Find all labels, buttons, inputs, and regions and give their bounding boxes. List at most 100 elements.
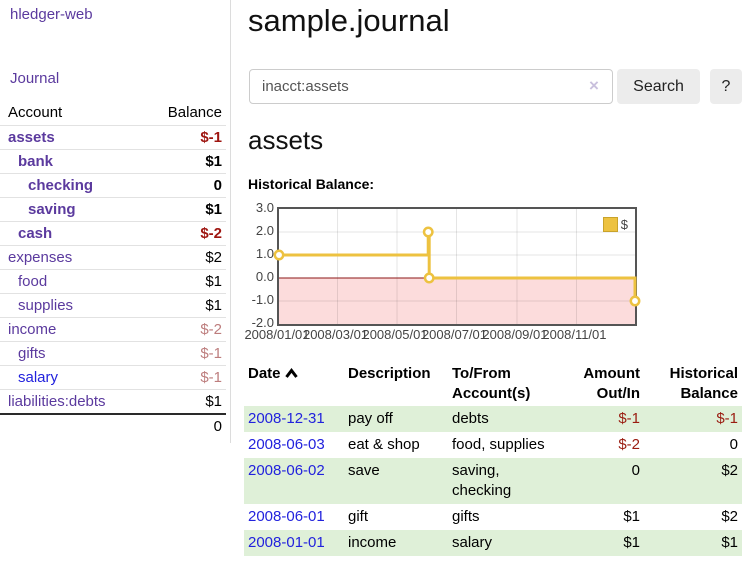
account-balance: $1 bbox=[205, 297, 222, 314]
transaction-amount: $1 bbox=[623, 534, 640, 551]
transaction-accounts: food, supplies bbox=[452, 436, 545, 453]
account-balance: $2 bbox=[205, 249, 222, 266]
description-column-header: Description bbox=[348, 365, 431, 382]
search-input[interactable] bbox=[249, 69, 613, 104]
account-row: bank $1 bbox=[0, 149, 226, 174]
chart-legend: $ bbox=[602, 217, 628, 232]
sidebar-account-link[interactable]: gifts bbox=[18, 345, 46, 362]
sidebar-account-link[interactable]: income bbox=[8, 321, 57, 338]
transaction-amount: $-2 bbox=[618, 436, 640, 453]
transaction-row[interactable]: 2008-06-03 eat & shop food, supplies $-2 0 bbox=[244, 432, 742, 458]
dollar-series-swatch-icon bbox=[602, 217, 618, 232]
transaction-date-link[interactable]: 2008-01-01 bbox=[248, 534, 325, 551]
sidebar-account-link[interactable]: food bbox=[18, 273, 48, 290]
account-row: gifts $-1 bbox=[0, 341, 226, 366]
transaction-description: gift bbox=[348, 508, 369, 525]
transaction-row[interactable]: 2008-06-01 gift gifts $1 $2 bbox=[244, 504, 742, 530]
transaction-accounts: debts bbox=[452, 410, 489, 427]
transaction-row[interactable]: 2008-06-02 save saving, checking 0 $2 bbox=[244, 458, 742, 504]
amount-header-line1: Amount bbox=[583, 365, 640, 382]
account-balance: $1 bbox=[205, 153, 222, 170]
transaction-amount: 0 bbox=[631, 462, 640, 479]
amount-header-line2: Out/In bbox=[596, 385, 640, 402]
account-balance: $-1 bbox=[200, 129, 222, 146]
account-balance: $1 bbox=[205, 273, 222, 290]
sidebar: hledger-web Journal Account Balance asse… bbox=[0, 0, 231, 443]
sort-ascending-chevron-icon bbox=[284, 368, 298, 378]
accounts-header-line1: To/From bbox=[452, 365, 511, 382]
transaction-row[interactable]: 2008-01-01 income salary $1 $1 bbox=[244, 530, 742, 556]
sidebar-account-link[interactable]: expenses bbox=[8, 249, 73, 266]
sidebar-account-link[interactable]: cash bbox=[18, 225, 53, 242]
help-button[interactable]: ? bbox=[710, 69, 742, 104]
search-button[interactable]: Search bbox=[617, 69, 700, 104]
transaction-amount: $1 bbox=[623, 508, 640, 525]
sidebar-account-link[interactable]: assets bbox=[8, 129, 55, 146]
accounts-header-line2: Account(s) bbox=[452, 385, 531, 402]
account-column-header: Account bbox=[8, 104, 63, 121]
accounts-header-row: Account Balance bbox=[0, 100, 226, 126]
account-row: food $1 bbox=[0, 269, 226, 294]
accounts-column-header: To/From Account(s) bbox=[448, 362, 560, 406]
chart-canvas bbox=[273, 209, 641, 324]
transaction-row[interactable]: 2008-12-31 pay off debts $-1 $-1 bbox=[244, 406, 742, 432]
date-header-label: Date bbox=[248, 365, 281, 382]
transaction-date-link[interactable]: 2008-12-31 bbox=[248, 410, 325, 427]
account-balance: $1 bbox=[205, 201, 222, 218]
sidebar-item-journal[interactable]: Journal bbox=[10, 70, 60, 87]
y-axis-tick-label: -2.0 bbox=[251, 315, 274, 330]
sidebar-account-link[interactable]: saving bbox=[28, 201, 76, 218]
transaction-date-link[interactable]: 2008-06-03 bbox=[248, 436, 325, 453]
account-balance: $-1 bbox=[200, 369, 222, 386]
account-row: assets $-1 bbox=[0, 125, 226, 150]
account-row: saving $1 bbox=[0, 197, 226, 222]
x-axis-tick-label: 2008/01/01 bbox=[244, 327, 310, 342]
transaction-date-link[interactable]: 2008-06-01 bbox=[248, 508, 325, 525]
register-table: Date Description To/From Account(s) Amou… bbox=[244, 362, 742, 556]
balance-column-header: Balance bbox=[167, 104, 222, 121]
x-axis-tick-label: 2008/09/01 bbox=[482, 327, 548, 342]
legend-label: $ bbox=[620, 217, 628, 232]
y-axis-tick-label: 2.0 bbox=[255, 223, 274, 238]
transaction-balance: $2 bbox=[721, 508, 738, 525]
transaction-amount: $-1 bbox=[618, 410, 640, 427]
transaction-accounts: salary bbox=[452, 534, 493, 551]
chart-title: Historical Balance: bbox=[248, 176, 375, 192]
y-axis-tick-label: 1.0 bbox=[255, 246, 274, 261]
sidebar-account-link[interactable]: bank bbox=[18, 153, 54, 170]
sidebar-account-link[interactable]: salary bbox=[18, 369, 59, 386]
transaction-description: save bbox=[348, 462, 380, 479]
date-column-header[interactable]: Date bbox=[244, 362, 344, 406]
accounts-total-row: 0 bbox=[0, 414, 226, 438]
clear-search-icon[interactable]: × bbox=[589, 76, 599, 95]
account-row: liabilities:debts $1 bbox=[0, 389, 226, 415]
sidebar-account-link[interactable]: supplies bbox=[18, 297, 74, 314]
transaction-balance: $-1 bbox=[716, 410, 738, 427]
sidebar-account-link[interactable]: liabilities:debts bbox=[8, 393, 106, 410]
account-row: supplies $1 bbox=[0, 293, 226, 318]
y-axis-tick-label: 3.0 bbox=[255, 200, 274, 215]
account-row: cash $-2 bbox=[0, 221, 226, 246]
transaction-balance: 0 bbox=[729, 436, 738, 453]
accounts-total-value: 0 bbox=[213, 418, 222, 435]
x-axis-tick-label: 2008/11/01 bbox=[542, 327, 607, 342]
account-balance: $1 bbox=[205, 393, 222, 410]
account-balance: $-2 bbox=[200, 225, 222, 242]
page-title: sample.journal bbox=[248, 3, 450, 38]
sidebar-account-link[interactable]: checking bbox=[28, 177, 94, 194]
transaction-date-link[interactable]: 2008-06-02 bbox=[248, 462, 325, 479]
balance-column-header: Historical Balance bbox=[644, 362, 742, 406]
chart-plot-area: $ bbox=[273, 207, 641, 326]
account-balance: $-2 bbox=[200, 321, 222, 338]
historical-balance-chart: $ 3.0 2.0 1.0 0.0 -1.0 -2.0 2008/01/01 2008/03… bbox=[244, 200, 742, 346]
x-axis-tick-label: 2008/03/01 bbox=[302, 327, 369, 342]
x-axis-tick-label: 2008/05/01 bbox=[362, 327, 428, 342]
transaction-balance: $2 bbox=[721, 462, 738, 479]
brand-link[interactable]: hledger-web bbox=[10, 6, 93, 23]
account-row: income $-2 bbox=[0, 317, 226, 342]
transaction-description: income bbox=[348, 534, 397, 551]
transaction-accounts: saving, checking bbox=[452, 462, 512, 499]
account-row: salary $-1 bbox=[0, 365, 226, 390]
register-header-row: Date Description To/From Account(s) Amou… bbox=[244, 362, 742, 406]
amount-column-header: Amount Out/In bbox=[560, 362, 644, 406]
